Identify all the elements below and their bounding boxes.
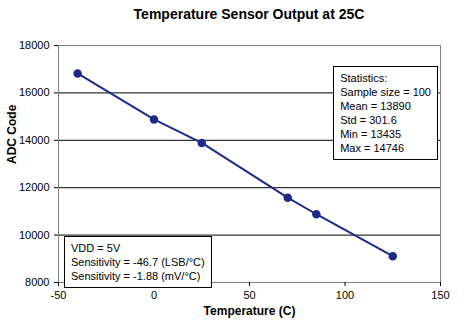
svg-text:12000: 12000 xyxy=(19,181,50,193)
html-text:Temperature Sensor Output at 2: Temperature Sensor Output at 25C xyxy=(133,6,365,22)
svg-text:10000: 10000 xyxy=(19,229,50,241)
svg-text:8000: 8000 xyxy=(25,276,49,288)
svg-text:0: 0 xyxy=(151,289,157,301)
svg-text:16000: 16000 xyxy=(19,86,50,98)
svg-text:Temperature (C): Temperature (C) xyxy=(204,304,296,318)
svg-text:100: 100 xyxy=(336,289,354,301)
svg-text:18000: 18000 xyxy=(19,39,50,51)
html-text:VDD = 5V Sensitivity = -46.7 (: VDD = 5V Sensitivity = -46.7 (LSB/°C) Se… xyxy=(71,242,205,282)
svg-text:14000: 14000 xyxy=(19,134,50,146)
html-text:Statistics: Sample size = 100: Statistics: Sample size = 100 Mean = 138… xyxy=(340,72,431,154)
svg-text:-50: -50 xyxy=(51,289,67,301)
svg-text:150: 150 xyxy=(431,289,449,301)
svg-text:50: 50 xyxy=(243,289,255,301)
svg-text:ADC Code: ADC Code xyxy=(5,104,19,164)
